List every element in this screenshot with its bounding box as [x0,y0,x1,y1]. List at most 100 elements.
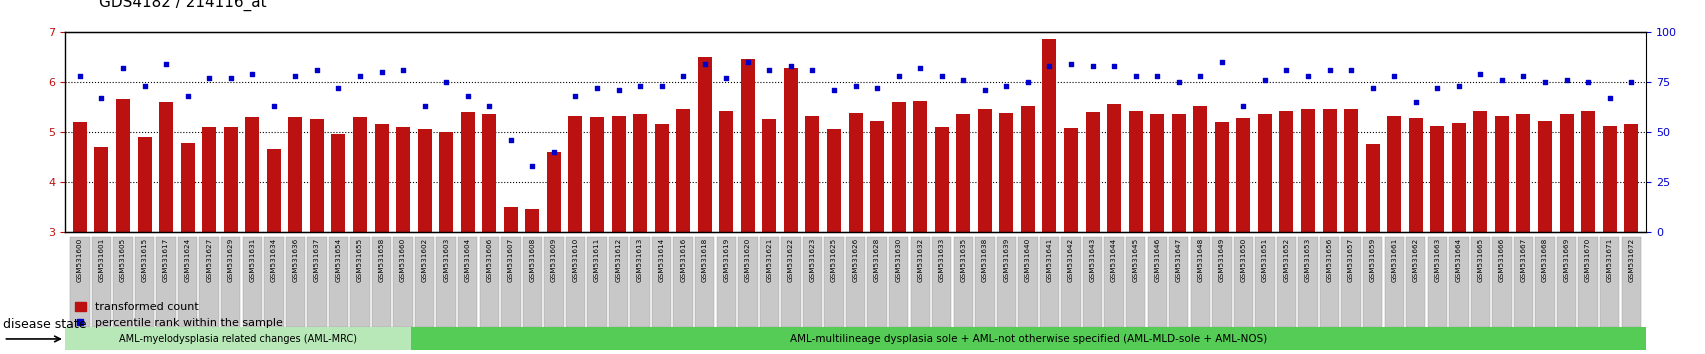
Bar [568,116,581,232]
Point [970,87,997,93]
FancyBboxPatch shape [436,237,455,327]
Point [109,65,136,71]
Text: GSM531610: GSM531610 [573,237,578,281]
FancyBboxPatch shape [1320,237,1338,327]
Text: GSM531648: GSM531648 [1197,237,1202,281]
Text: GSM531654: GSM531654 [336,237,341,281]
Point [1402,99,1429,105]
Point [518,163,546,169]
Point [691,61,718,67]
FancyBboxPatch shape [350,237,370,327]
FancyBboxPatch shape [1557,237,1575,327]
Text: GSM531646: GSM531646 [1154,237,1159,281]
FancyBboxPatch shape [222,237,240,327]
Text: GSM531649: GSM531649 [1217,237,1224,281]
Point [1509,73,1536,79]
FancyBboxPatch shape [372,237,390,327]
Text: GSM531612: GSM531612 [616,237,621,281]
Point [668,73,696,79]
Text: GSM531605: GSM531605 [119,237,126,281]
Bar [1386,116,1400,232]
Bar [1301,109,1315,232]
Bar [1601,126,1616,232]
Bar [1538,121,1552,232]
Point [131,83,159,89]
FancyBboxPatch shape [1038,237,1059,327]
Point [648,83,675,89]
Point [303,67,331,73]
FancyBboxPatch shape [1298,237,1316,327]
Bar [590,117,604,232]
Bar [203,127,217,232]
Text: GSM531664: GSM531664 [1454,237,1461,281]
Text: GSM531665: GSM531665 [1477,237,1483,281]
Bar [1257,114,1272,232]
Text: GSM531615: GSM531615 [142,237,147,281]
Point [863,85,890,91]
Point [1422,85,1449,91]
Text: GSM531641: GSM531641 [1045,237,1052,281]
FancyBboxPatch shape [1125,237,1144,327]
Bar [411,327,1645,350]
Point [1229,103,1257,109]
Text: GSM531622: GSM531622 [788,237,793,281]
Point [820,87,847,93]
FancyBboxPatch shape [329,237,348,327]
FancyBboxPatch shape [1190,237,1209,327]
Bar [223,127,237,232]
Point [1487,77,1514,83]
Legend: transformed count, percentile rank within the sample: transformed count, percentile rank withi… [70,298,286,332]
Point [476,103,503,109]
FancyBboxPatch shape [975,237,994,327]
Bar [73,122,87,232]
Bar [1064,128,1078,232]
Point [1315,67,1342,73]
Text: GSM531609: GSM531609 [551,237,556,281]
FancyBboxPatch shape [1384,237,1403,327]
Bar [610,116,626,232]
Bar [1321,109,1335,232]
Point [713,75,740,81]
Point [281,73,309,79]
Bar [697,57,711,232]
FancyBboxPatch shape [264,237,283,327]
FancyBboxPatch shape [522,237,542,327]
Text: GSM531659: GSM531659 [1369,237,1374,281]
Bar [740,59,754,232]
Point [217,75,244,81]
FancyBboxPatch shape [888,237,907,327]
Point [583,85,610,91]
Text: GSM531652: GSM531652 [1282,237,1289,281]
Bar [375,124,389,232]
Text: GSM531623: GSM531623 [808,237,815,281]
Text: GSM531621: GSM531621 [766,237,772,281]
Point [885,73,912,79]
Point [540,149,568,155]
Bar [483,114,496,232]
FancyBboxPatch shape [587,237,607,327]
Bar [266,149,281,232]
Bar [1149,114,1163,232]
Point [561,93,588,99]
Point [1142,73,1170,79]
Text: GSM531611: GSM531611 [593,237,600,281]
FancyBboxPatch shape [1427,237,1446,327]
FancyBboxPatch shape [1212,237,1231,327]
FancyBboxPatch shape [1492,237,1511,327]
Bar [94,147,109,232]
FancyBboxPatch shape [996,237,1016,327]
FancyBboxPatch shape [931,237,951,327]
Bar [1171,114,1185,232]
Point [1359,85,1386,91]
Bar [353,117,367,232]
FancyBboxPatch shape [803,237,822,327]
Point [261,103,288,109]
Bar [1020,106,1035,232]
Bar [525,209,539,232]
Point [1122,73,1149,79]
Text: GSM531602: GSM531602 [421,237,428,281]
Text: GSM531617: GSM531617 [164,237,169,281]
FancyBboxPatch shape [414,237,435,327]
Text: GSM531642: GSM531642 [1067,237,1074,281]
Text: GSM531661: GSM531661 [1390,237,1396,281]
